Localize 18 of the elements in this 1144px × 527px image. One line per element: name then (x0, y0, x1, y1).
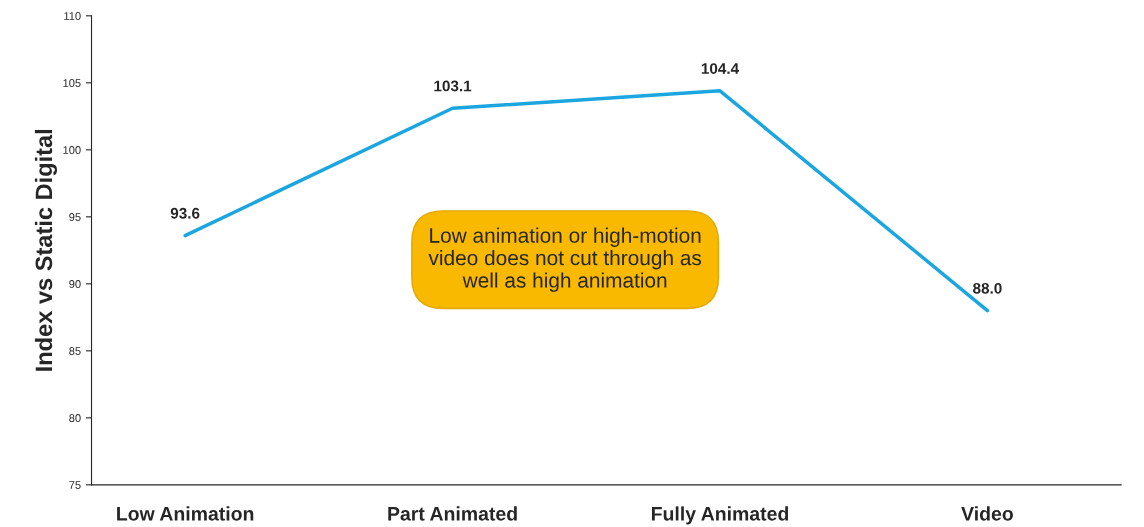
data-label: 88.0 (973, 282, 1002, 294)
y-axis-title: Index vs Static Digital (34, 129, 58, 371)
y-tick-label: 85 (69, 347, 81, 355)
y-tick-label: 100 (63, 146, 81, 154)
y-tick-label: 110 (64, 12, 81, 20)
data-label: 104.4 (701, 63, 740, 74)
annotation: Low animation or high-motion video does not cut through as well as high animation (428, 227, 702, 292)
data-label: 93.6 (170, 207, 200, 219)
y-tick-label: 105 (63, 79, 81, 87)
y-tick-label: 80 (69, 414, 81, 422)
x-tick-label: Video (961, 506, 1013, 521)
y-tick-label: 75 (69, 481, 81, 489)
y-tick-label: 95 (69, 213, 81, 221)
x-tick-label: Low Animation (117, 506, 254, 521)
y-tick-label: 90 (69, 280, 81, 288)
x-tick-label: Part Animated (388, 506, 517, 521)
data-label: 103.1 (434, 80, 472, 92)
x-tick-label: Fully Animated (651, 506, 789, 525)
